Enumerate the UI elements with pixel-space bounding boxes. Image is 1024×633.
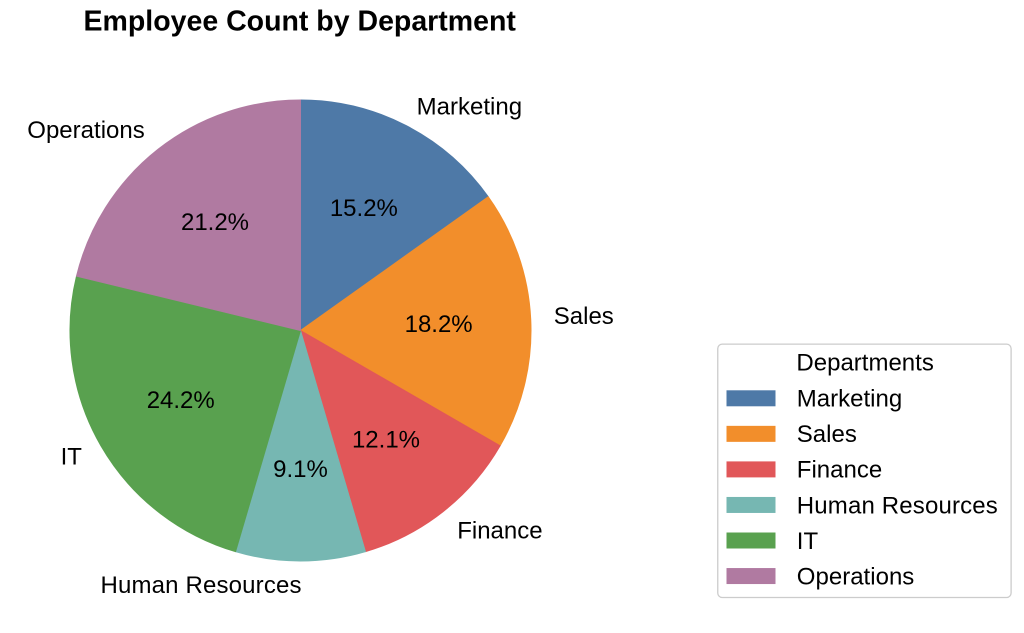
svg-text:Finance: Finance: [457, 518, 542, 545]
svg-text:Operations: Operations: [27, 117, 145, 144]
svg-text:Marketing: Marketing: [417, 93, 522, 120]
svg-text:Sales: Sales: [554, 303, 614, 330]
svg-text:Departments: Departments: [796, 349, 933, 376]
svg-text:21.2%: 21.2%: [181, 209, 249, 236]
svg-text:IT: IT: [797, 528, 819, 555]
svg-text:18.2%: 18.2%: [405, 311, 473, 338]
svg-text:Operations: Operations: [797, 563, 915, 590]
svg-text:Human Resources: Human Resources: [101, 572, 302, 599]
svg-text:Employee Count by Department: Employee Count by Department: [84, 6, 517, 38]
svg-text:15.2%: 15.2%: [330, 195, 398, 222]
svg-text:24.2%: 24.2%: [147, 387, 215, 414]
svg-text:Sales: Sales: [797, 421, 857, 448]
svg-text:12.1%: 12.1%: [352, 427, 420, 454]
svg-text:IT: IT: [61, 444, 83, 471]
svg-text:Finance: Finance: [797, 457, 882, 484]
svg-text:Human Resources: Human Resources: [797, 492, 998, 519]
svg-text:Marketing: Marketing: [797, 386, 902, 413]
svg-text:9.1%: 9.1%: [273, 456, 328, 483]
